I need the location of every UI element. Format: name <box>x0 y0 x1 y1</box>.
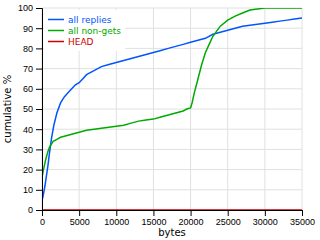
tick-label: 90 <box>23 24 33 34</box>
tick-mark <box>36 210 42 211</box>
tick: 30000 <box>253 210 278 227</box>
tick-label: 20 <box>23 165 33 175</box>
tick-label: 100 <box>18 3 33 13</box>
series-line <box>42 18 302 200</box>
tick-label: 35000 <box>290 217 315 227</box>
legend-swatch <box>48 19 64 21</box>
tick-label: 70 <box>23 64 33 74</box>
tick: 80 <box>23 44 42 54</box>
legend-label: all replies <box>68 15 112 25</box>
legend: all repliesall non-getsHEAD <box>44 10 125 51</box>
tick: 15000 <box>141 210 166 227</box>
legend-swatch <box>48 41 64 43</box>
tick-label: 20000 <box>179 217 204 227</box>
tick: 35000 <box>290 210 315 227</box>
tick-mark <box>36 28 42 29</box>
legend-background <box>44 10 125 51</box>
series-group <box>42 8 302 210</box>
axis-domain <box>36 9 43 211</box>
series-line <box>42 209 302 210</box>
tick-mark <box>79 210 80 216</box>
tick: 10000 <box>104 210 129 227</box>
x-axis-label: bytes <box>158 227 186 238</box>
tick-label: 5000 <box>70 217 90 227</box>
tick-label: 50 <box>23 104 33 114</box>
tick-mark <box>36 89 42 90</box>
y-axis: 0 10 20 30 40 50 60 70 80 90 100 <box>18 3 43 215</box>
grid-line-y <box>42 129 302 130</box>
tick: 100 <box>18 3 42 13</box>
grid-line-y <box>42 189 302 190</box>
tick-mark <box>36 190 42 191</box>
tick-mark <box>36 149 42 150</box>
tick-label: 80 <box>23 44 33 54</box>
tick-mark <box>36 48 42 49</box>
tick-label: 15000 <box>141 217 166 227</box>
tick: 0 <box>40 210 45 227</box>
tick: 25000 <box>216 210 241 227</box>
tick: 0 <box>28 205 42 215</box>
legend-label: all non-gets <box>68 26 121 36</box>
axis-domain <box>43 211 303 217</box>
legend-item: HEAD <box>48 37 94 47</box>
tick-mark <box>36 109 42 110</box>
tick-label: 60 <box>23 84 33 94</box>
chart: 0 5000 10000 15000 20000 25000 30000 35000 0 10 20… <box>0 0 320 240</box>
grid-line-y <box>42 149 302 150</box>
grid-line-y <box>42 88 302 89</box>
tick-label: 30 <box>23 145 33 155</box>
legend-item: all non-gets <box>48 26 121 36</box>
grid-line-y <box>42 169 302 170</box>
tick-label: 0 <box>28 205 33 215</box>
tick-mark <box>36 170 42 171</box>
tick-label: 10 <box>23 185 33 195</box>
tick-mark <box>36 8 42 9</box>
tick: 60 <box>23 84 42 94</box>
tick: 70 <box>23 64 42 74</box>
legend-swatch <box>48 30 64 32</box>
tick: 90 <box>23 24 42 34</box>
tick: 5000 <box>70 210 90 227</box>
tick-label: 10000 <box>104 217 129 227</box>
tick: 20 <box>23 165 42 175</box>
grid-line-y <box>42 109 302 110</box>
tick-mark <box>265 210 266 216</box>
tick-label: 30000 <box>253 217 278 227</box>
tick-mark <box>36 129 42 130</box>
tick-mark <box>228 210 229 216</box>
tick: 50 <box>23 104 42 114</box>
x-axis: 0 5000 10000 15000 20000 25000 30000 35000 <box>40 210 315 227</box>
tick-mark <box>36 69 42 70</box>
legend-label: HEAD <box>68 37 94 47</box>
tick-mark <box>302 210 303 216</box>
tick-mark <box>116 210 117 216</box>
tick-label: 0 <box>40 217 45 227</box>
y-axis-label: cumulative % <box>2 75 13 143</box>
plot: 0 5000 10000 15000 20000 25000 30000 35000 0 10 20… <box>18 3 315 227</box>
tick-mark <box>153 210 154 216</box>
grid <box>42 8 302 210</box>
legend-item: all replies <box>48 15 112 25</box>
tick-mark <box>191 210 192 216</box>
tick-label: 40 <box>23 125 33 135</box>
tick: 40 <box>23 125 42 135</box>
series-line <box>42 8 302 178</box>
tick: 30 <box>23 145 42 155</box>
tick-label: 25000 <box>216 217 241 227</box>
tick: 20000 <box>179 210 204 227</box>
grid-line-y <box>42 68 302 69</box>
tick: 10 <box>23 185 42 195</box>
